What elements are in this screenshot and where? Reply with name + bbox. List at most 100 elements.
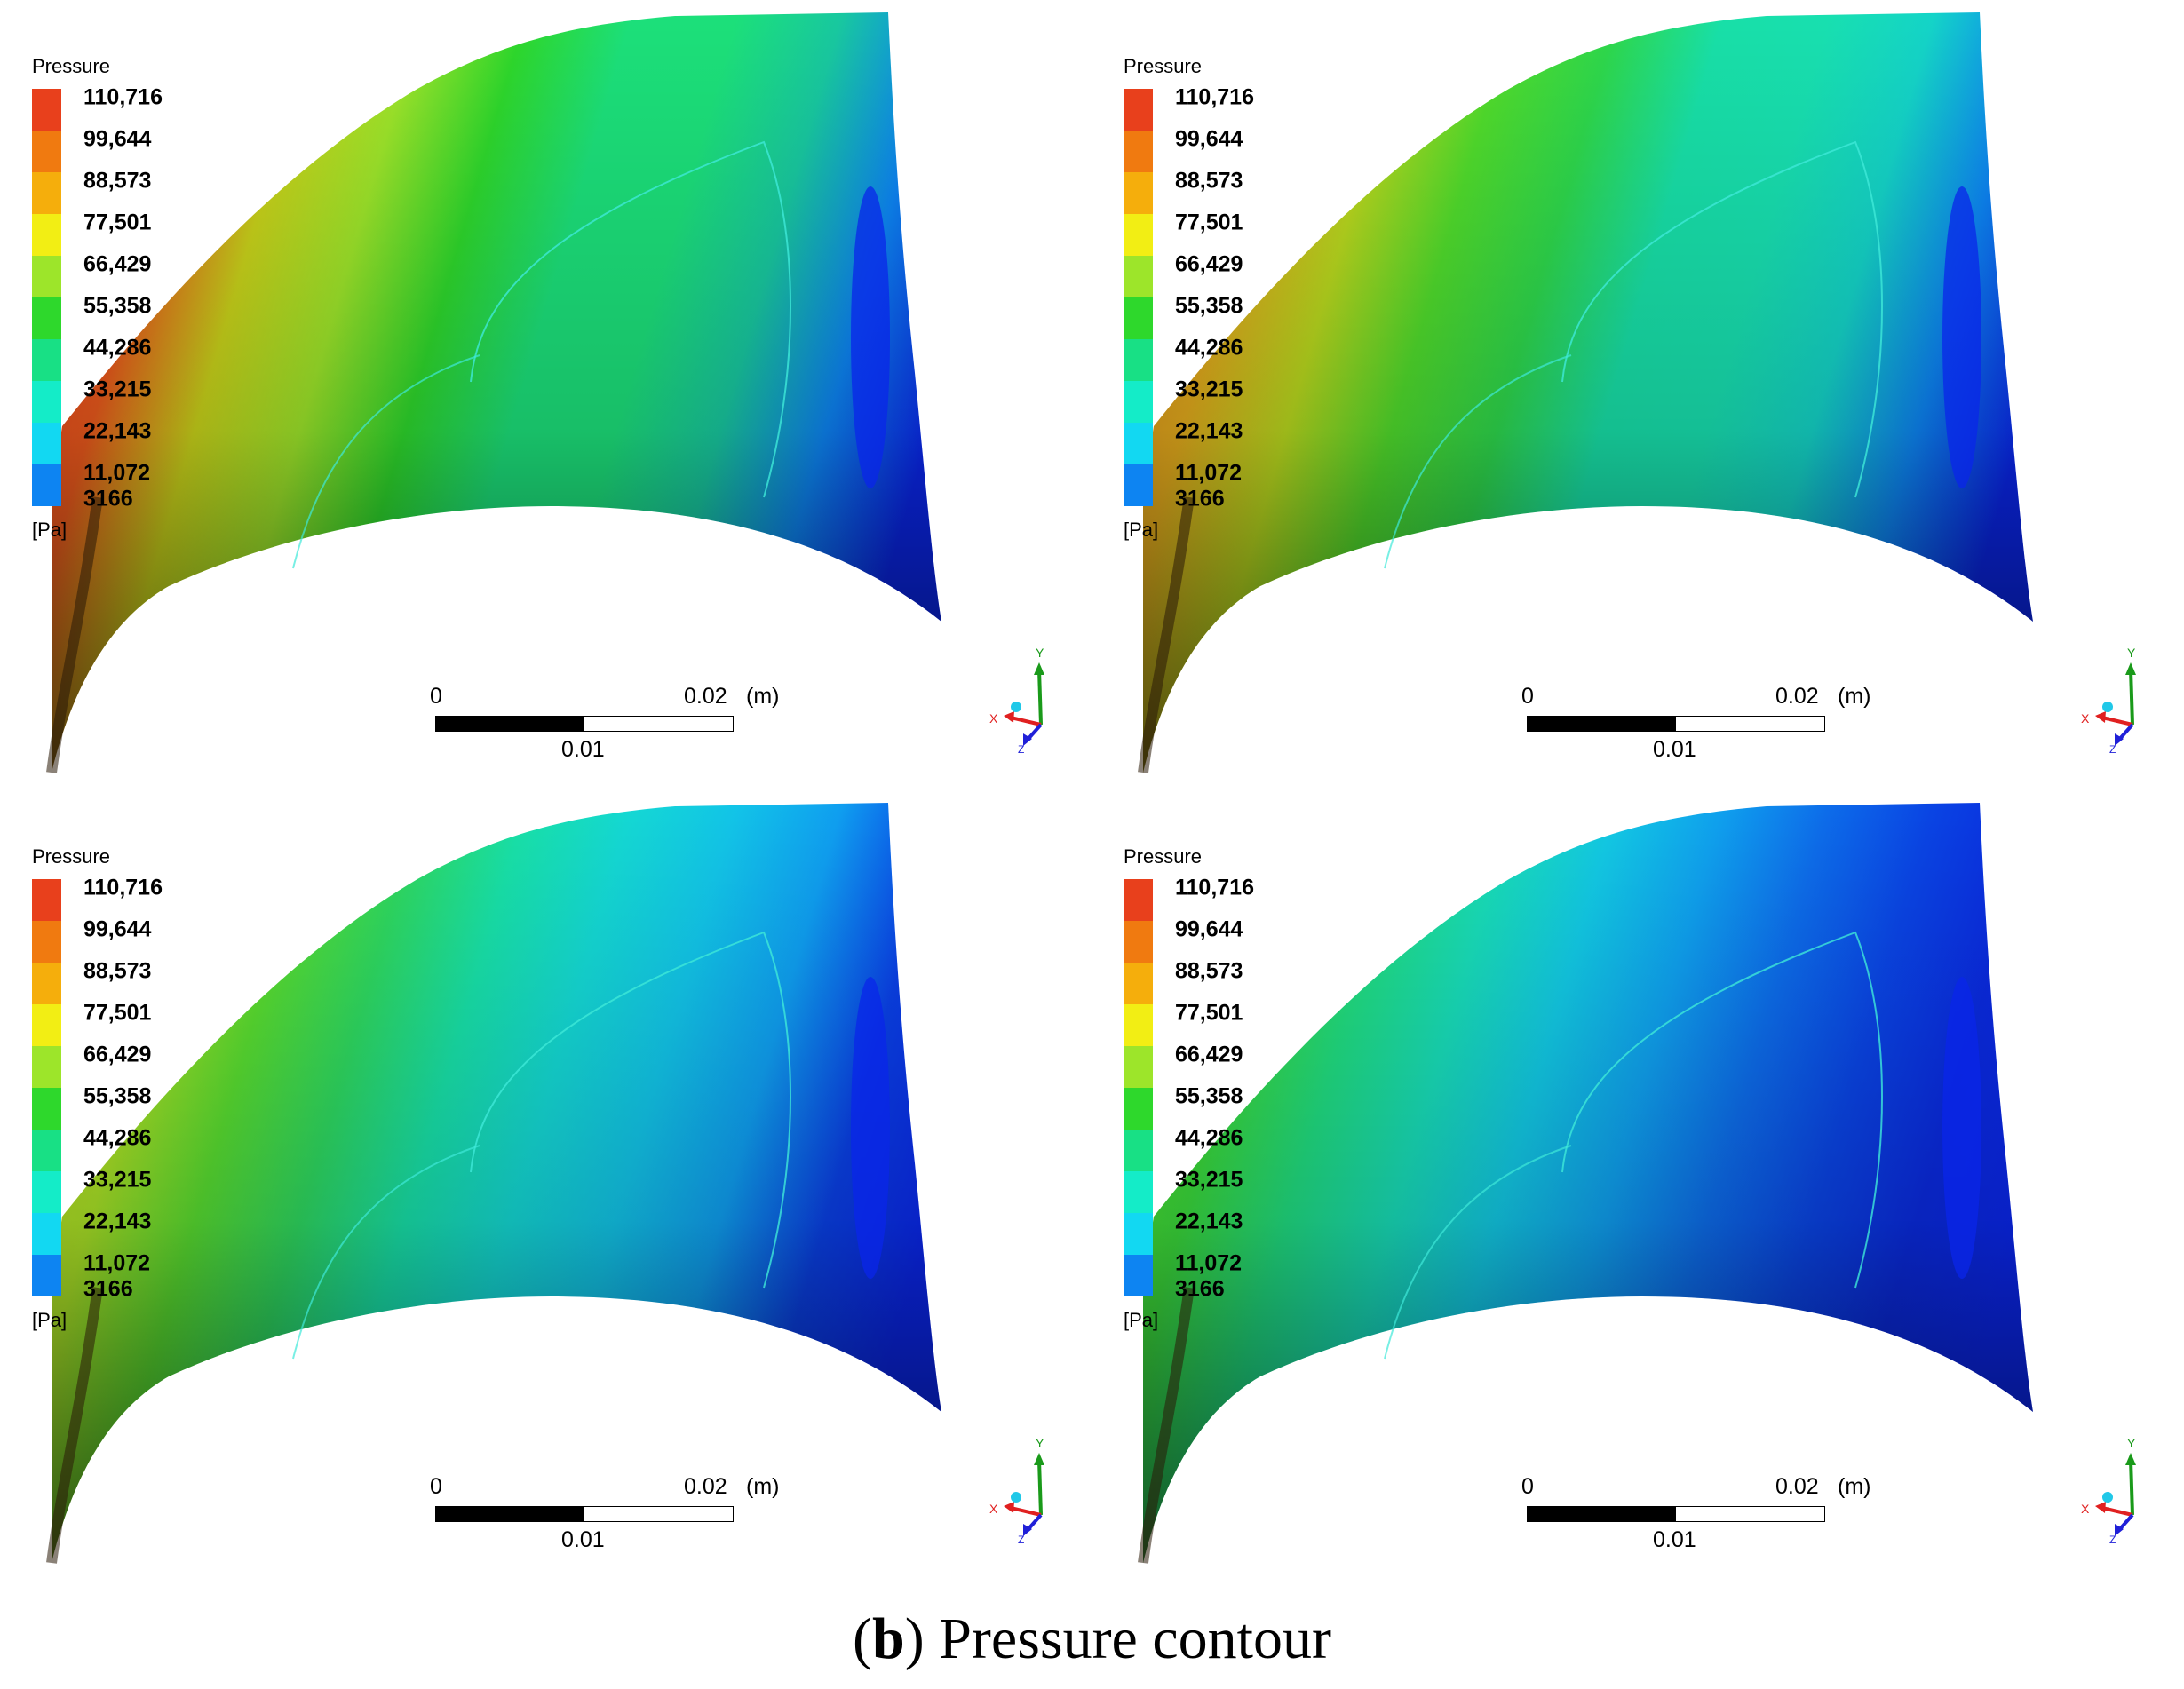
legend-tick-label: 22,143: [83, 1209, 152, 1234]
axes-triad-icon: Y X Z: [2081, 1436, 2136, 1543]
legend-unit: [Pa]: [1124, 1309, 1159, 1331]
legend-swatch: [32, 214, 61, 256]
scale-bar: [435, 716, 734, 732]
axis-z-label: Z: [1018, 1534, 1024, 1543]
scale-zero-label: 0: [1521, 684, 1534, 709]
axes-triad-icon: Y X Z: [2081, 646, 2136, 753]
axis-y-label: Y: [2127, 1436, 2136, 1450]
legend-tick-label: 66,429: [1175, 1042, 1243, 1067]
legend-tick-label: 110,716: [83, 84, 163, 110]
legend-tick-label: 110,716: [1175, 84, 1254, 110]
legend-tick-label: 99,644: [83, 126, 152, 152]
leading-edge-band: [1138, 496, 1195, 773]
legend-tick-label: 77,501: [83, 210, 152, 235]
legend-swatch: [1124, 1213, 1153, 1255]
legend-tick-label: 33,215: [83, 1167, 152, 1193]
legend-swatch: [32, 89, 61, 131]
legend-swatch: [32, 1171, 61, 1213]
legend-tick-label: 88,573: [1175, 168, 1243, 194]
blade-shading: [1143, 803, 2033, 1563]
contour-line: [1384, 1145, 1572, 1360]
legend-swatch: [32, 1004, 61, 1046]
panel-top-left: Pressure 110,716 99,644 88,573 77,501 66,429 5…: [0, 0, 1092, 790]
legend-swatch: [32, 1046, 61, 1088]
scale-unit-label: (m): [1838, 684, 1871, 709]
scale-bar-fill: [436, 717, 584, 731]
legend-swatch: [1124, 172, 1153, 214]
legend-colorbar: [1124, 89, 1153, 506]
legend-swatch: [1124, 381, 1153, 423]
figure-caption: (b) Pressure contour: [853, 1606, 1331, 1671]
legend-swatch: [32, 172, 61, 214]
legend-tick-label: 22,143: [1175, 1209, 1243, 1234]
legend-tick-label: 11,072: [1175, 460, 1243, 486]
legend-tick-label: 33,215: [1175, 377, 1243, 402]
legend-tick-label: 55,358: [83, 1083, 152, 1109]
contour-line: [1384, 354, 1572, 569]
axis-x-label: X: [989, 1502, 998, 1516]
leading-edge-band: [46, 1287, 103, 1564]
axis-z-label: Z: [1018, 743, 1024, 753]
legend-swatch: [1124, 89, 1153, 131]
legend-unit: [Pa]: [32, 1309, 68, 1331]
legend-tick-label: 22,143: [1175, 418, 1243, 444]
legend-tick-label: 11,072: [83, 1250, 151, 1276]
axis-y-label: Y: [1036, 646, 1044, 660]
scale-mid-label: 0.01: [1653, 737, 1696, 762]
legend-swatch: [1124, 256, 1153, 297]
scale-max-label: 0.02: [684, 1474, 727, 1499]
legend-tick-label: 77,501: [1175, 210, 1243, 235]
legend-tick-label: 77,501: [83, 1000, 152, 1026]
scale-max-label: 0.02: [1775, 1474, 1819, 1499]
scale-bar-fill: [1528, 1507, 1676, 1521]
contour-line: [1561, 140, 1883, 498]
axis-z-label: Z: [2109, 1534, 2116, 1543]
legend-tick-label: 22,143: [83, 418, 152, 444]
low-pressure-zone: [851, 977, 890, 1279]
legend-title: Pressure: [1124, 845, 1203, 868]
legend-unit: [Pa]: [32, 519, 68, 541]
legend-tick-label: 55,358: [1175, 1083, 1243, 1109]
scale-zero-label: 0: [430, 684, 442, 709]
legend-swatch: [32, 921, 61, 963]
legend-tick-label: 77,501: [1175, 1000, 1243, 1026]
legend-tick-label: 88,573: [83, 958, 152, 984]
axis-x-label: X: [2081, 1502, 2090, 1516]
legend-swatch: [32, 1255, 61, 1296]
low-pressure-zone: [851, 186, 890, 488]
axes-triad-icon: Y X Z: [989, 1436, 1044, 1543]
legend-tick-label: 11,072: [83, 460, 151, 486]
legend-tick-label: 99,644: [1175, 126, 1243, 152]
blade-shading: [52, 803, 941, 1563]
blade-shading: [1143, 12, 2033, 773]
scale-unit-label: (m): [746, 1474, 780, 1499]
legend-swatch: [32, 423, 61, 464]
legend-tick-label: 88,573: [83, 168, 152, 194]
scale-bar: [435, 1506, 734, 1522]
blade-contour-view: [1138, 803, 2033, 1564]
axis-y-label: Y: [2127, 646, 2136, 660]
contour-line: [292, 1145, 480, 1360]
contour-line: [292, 354, 480, 569]
legend-swatch: [1124, 1088, 1153, 1130]
scale-unit-label: (m): [1838, 1474, 1871, 1499]
legend-colorbar: [1124, 879, 1153, 1296]
contour-line: [470, 931, 791, 1289]
legend-tick-label: 55,358: [83, 293, 152, 319]
legend-swatch: [32, 381, 61, 423]
axis-x-label: X: [2081, 711, 2090, 726]
legend-tick-label: 3166: [1175, 1276, 1225, 1302]
legend-tick-label: 66,429: [1175, 251, 1243, 277]
scale-max-label: 0.02: [684, 684, 727, 709]
leading-edge-band: [46, 496, 103, 773]
panel-top-right: Pressure 110,716 99,644 88,573 77,501 66,429 5…: [1092, 0, 2183, 790]
legend-swatch: [32, 256, 61, 297]
legend-tick-label: 110,716: [83, 875, 163, 900]
scale-mid-label: 0.01: [1653, 1527, 1696, 1552]
legend-tick-label: 99,644: [83, 916, 152, 942]
scale-mid-label: 0.01: [561, 737, 605, 762]
legend-swatch: [1124, 297, 1153, 339]
legend-swatch: [1124, 1046, 1153, 1088]
legend-swatch: [32, 1130, 61, 1171]
low-pressure-zone: [1942, 977, 1981, 1279]
